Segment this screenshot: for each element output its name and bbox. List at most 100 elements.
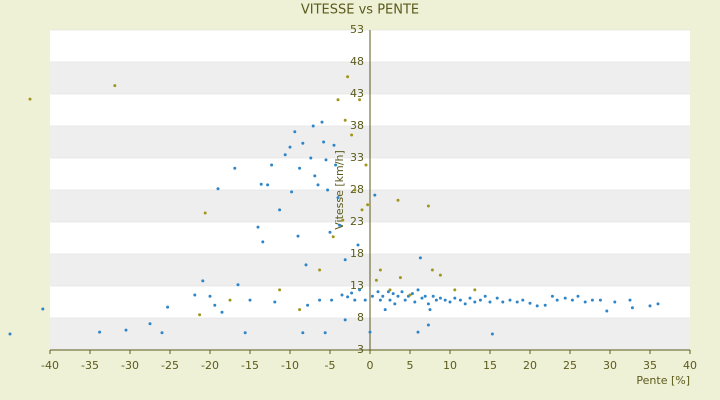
point: [266, 183, 270, 187]
point: [358, 288, 362, 292]
point: [273, 300, 277, 304]
point: [521, 298, 525, 302]
point: [381, 294, 385, 298]
x-tick-label: 30: [603, 359, 617, 372]
point: [323, 331, 327, 335]
point: [278, 288, 282, 292]
point: [590, 298, 594, 302]
point: [478, 298, 482, 302]
point: [495, 296, 499, 300]
x-tick-label: 25: [563, 359, 577, 372]
point: [288, 145, 292, 149]
point: [350, 133, 354, 137]
point: [430, 268, 434, 272]
point: [378, 268, 382, 272]
point: [270, 163, 274, 167]
point: [373, 193, 377, 197]
point: [316, 183, 320, 187]
point: [256, 225, 260, 229]
point: [293, 130, 297, 134]
y-tick-label: 53: [350, 23, 364, 36]
point: [306, 303, 310, 307]
point: [318, 298, 322, 302]
point: [259, 182, 263, 186]
point: [428, 308, 432, 312]
point: [296, 234, 300, 238]
y-tick-label: 43: [350, 87, 364, 100]
x-axis-label: Pente [%]: [636, 374, 690, 387]
x-tick-label: 0: [367, 359, 374, 372]
point: [438, 296, 442, 300]
x-tick-label: 40: [683, 359, 697, 372]
point: [341, 218, 345, 222]
point: [364, 163, 368, 167]
x-tick-label: 10: [443, 359, 457, 372]
point: [343, 118, 347, 122]
point: [113, 84, 117, 88]
point: [423, 294, 427, 298]
point: [458, 298, 462, 302]
point: [353, 298, 357, 302]
x-tick-label: 5: [407, 359, 414, 372]
point: [396, 198, 400, 202]
point: [304, 263, 308, 267]
point: [490, 332, 494, 336]
point: [198, 313, 202, 317]
point: [448, 300, 452, 304]
point: [443, 298, 447, 302]
point: [8, 332, 12, 336]
point: [301, 141, 305, 145]
point: [322, 140, 326, 144]
point: [656, 302, 660, 306]
point: [356, 243, 360, 247]
point: [350, 291, 354, 295]
point: [233, 166, 237, 170]
point: [343, 258, 347, 262]
point: [318, 268, 322, 272]
point: [374, 278, 378, 282]
point: [576, 294, 580, 298]
x-tick-label: -10: [281, 359, 299, 372]
point: [324, 158, 328, 162]
point: [298, 166, 302, 170]
point: [331, 235, 335, 239]
point: [426, 204, 430, 208]
point: [376, 290, 380, 294]
point: [201, 279, 205, 283]
point: [332, 143, 336, 147]
point: [483, 294, 487, 298]
point: [473, 300, 477, 304]
y-tick-label: 28: [350, 183, 364, 196]
point: [346, 295, 350, 299]
point: [213, 303, 217, 307]
point: [528, 301, 532, 305]
x-tick-label: -35: [81, 359, 99, 372]
point: [453, 288, 457, 292]
point: [28, 97, 32, 101]
y-tick-label: 13: [350, 279, 364, 292]
y-tick-label: 33: [350, 151, 364, 164]
point: [468, 296, 472, 300]
point: [396, 294, 400, 298]
chart-title: VITESSE vs PENTE: [301, 3, 419, 18]
point: [648, 304, 652, 308]
point: [368, 330, 372, 334]
point: [416, 330, 420, 334]
x-tick-label: -30: [121, 359, 139, 372]
point: [438, 273, 442, 277]
point: [393, 302, 397, 306]
point: [363, 298, 367, 302]
point: [193, 293, 197, 297]
point: [426, 302, 430, 306]
point: [360, 208, 364, 212]
point: [309, 156, 313, 160]
point: [570, 298, 574, 302]
point: [453, 296, 457, 300]
point: [248, 298, 252, 302]
point: [301, 331, 305, 335]
point: [426, 323, 430, 327]
point: [416, 288, 420, 292]
x-tick-label: -25: [161, 359, 179, 372]
y-tick-label: 8: [357, 311, 364, 324]
